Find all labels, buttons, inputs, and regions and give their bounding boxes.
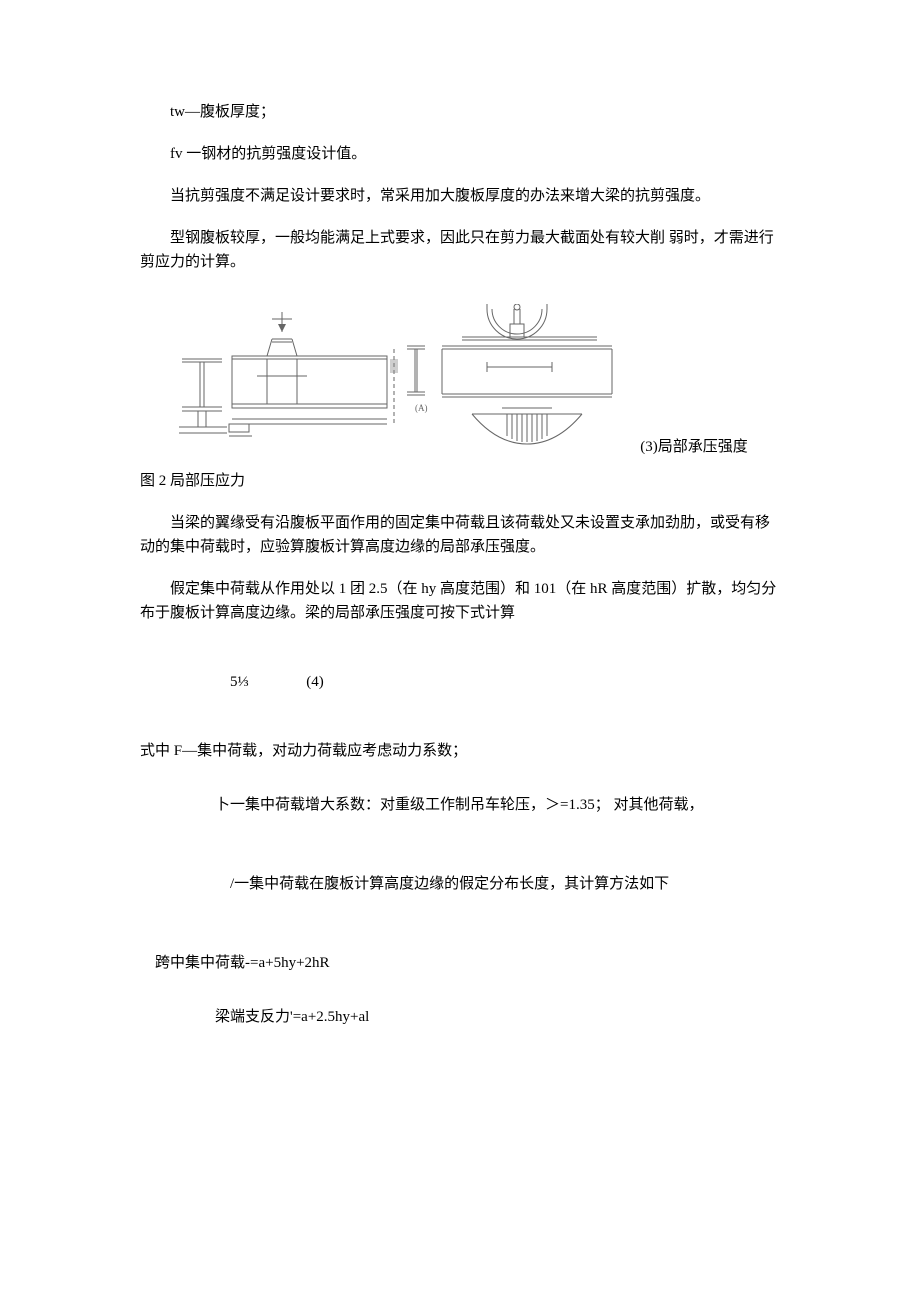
line-fv: fv 一钢材的抗剪强度设计值。	[140, 142, 780, 166]
para-midspan: 跨中集中荷载-=a+5hy+2hR	[140, 951, 780, 975]
caption-local-bearing: (3)局部承压强度	[640, 435, 748, 459]
para-bearing-intro: 当梁的翼缘受有沿腹板平面作用的固定集中荷载且该荷载处又未设置支承加劲肋，或受有移…	[140, 511, 780, 559]
para-bearing-assume: 假定集中荷载从作用处以 1 团 2.5（在 hy 高度范围）和 101（在 hR…	[140, 577, 780, 625]
para-F-def: 式中 F—集中荷载，对动力荷载应考虑动力系数；	[140, 739, 780, 763]
formula-text: 5⅓	[230, 674, 249, 690]
para-length-def: /一集中荷载在腹板计算高度边缘的假定分布长度，其计算方法如下	[140, 872, 780, 896]
svg-text:(A): (A)	[415, 403, 428, 413]
figure-2-row: (A)	[140, 304, 780, 459]
para-web-thick: 型钢腹板较厚，一般均能满足上式要求，因此只在剪力最大截面处有较大削 弱时，才需进…	[140, 226, 780, 274]
figure-2: (A)	[172, 304, 632, 459]
para-shear-note: 当抗剪强度不满足设计要求时，常采用加大腹板厚度的办法来增大梁的抗剪强度。	[140, 184, 780, 208]
formula-number: (4)	[306, 674, 324, 690]
para-end-reaction: 梁端支反力'=a+2.5hy+al	[140, 1005, 780, 1029]
formula-4: 5⅓ (4)	[140, 670, 780, 694]
figure-2-caption: 图 2 局部压应力	[140, 469, 780, 493]
para-coef: 卜一集中荷载增大系数：对重级工作制吊车轮压，＞=1.35； 对其他荷载，	[140, 793, 780, 817]
line-tw: tw—腹板厚度；	[140, 100, 780, 124]
